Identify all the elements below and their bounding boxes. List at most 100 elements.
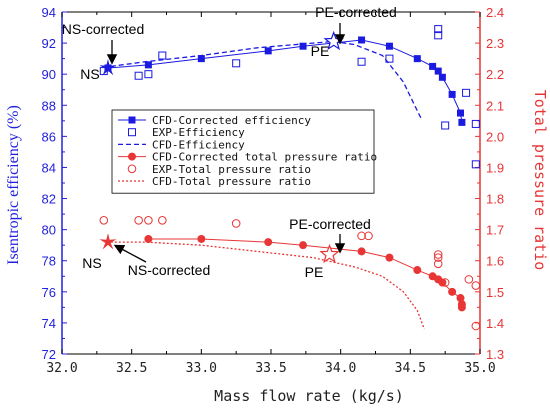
series-5 [110,241,425,330]
x-tick-label: 33.5 [255,361,286,376]
x-tick-label: 34.0 [325,361,356,376]
y-left-tick-label: 94 [42,5,56,20]
data-point-filled-square [264,47,272,55]
data-point-filled-square [458,118,466,126]
data-point-open-circle [433,253,443,262]
legend-label: CFD-Total pressure ratio [152,175,311,188]
data-point-filled-square [358,36,366,44]
data-point-filled-circle [457,303,466,312]
data-point-open-square [357,57,366,66]
y-right-tick-label: 2.0 [486,129,504,144]
data-point-filled-square [434,67,442,75]
data-point-open-square [471,119,480,128]
star-marker-filled [99,59,117,76]
legend-sample [128,128,136,137]
y-right-tick-label: 1.9 [486,160,504,175]
y-left-tick-label: 86 [42,129,56,144]
y-axis-left-label: Isentropic efficiency (%) [5,105,22,265]
data-point-open-circle [231,219,241,228]
series-layer [99,25,481,331]
x-tick-label: 32.0 [46,361,77,376]
data-point-open-circle [134,216,143,225]
legend-box [111,109,375,194]
data-point-filled-square [429,62,437,70]
data-point-open-square [441,121,450,130]
y-right-tick-label: 2.2 [486,67,504,82]
y-left-tick-label: 88 [42,98,56,113]
y-left-tick-label: 76 [42,285,56,300]
data-point-open-circle [127,164,137,174]
y-axis-right-label: Total pressure ratio [531,90,549,271]
legend-sample [118,116,146,124]
data-point-open-square [385,54,394,63]
annotation-label: NS-corrected [128,262,210,278]
data-point-open-circle [357,231,366,241]
data-point-filled-square [128,116,136,124]
annotation-label: PE [311,43,330,59]
y-right-tick-label: 1.5 [486,285,504,300]
annotation-layer: NS-corrected PE-corrected PE-corrected NS-c… [62,4,397,280]
data-point-filled-circle [438,278,447,287]
data-point-open-circle [440,278,450,287]
data-point-filled-square [448,90,456,98]
y-left-tick-label: 78 [42,254,56,269]
legend-label: CFD-Corrected total pressure ratio [152,151,377,164]
x-axis: 32.0 32.5 33.0 33.5 34.0 34.5 35.0 [46,12,496,376]
data-point-filled-circle [456,294,465,303]
annotation-label: NS [82,255,101,271]
data-point-open-circle [464,275,474,284]
x-axis-label: Mass flow rate (kg/s) [214,387,404,405]
y-right-tick-label: 1.6 [486,254,504,269]
x-tick-label: 35.0 [464,361,495,376]
legend-label: CFD-Efficiency [152,138,245,151]
data-point-filled-circle [144,234,153,243]
y-right-tick-label: 1.8 [486,192,504,207]
data-point-filled-square [385,42,393,50]
y-left-tick-label: 82 [42,192,56,207]
data-point-open-circle [364,231,373,241]
data-point-open-square [434,31,443,40]
data-point-open-square [128,128,136,137]
data-point-open-square [134,71,143,80]
data-point-filled-circle [448,287,457,296]
data-point-open-square [144,70,153,79]
legend-label: EXP-Efficiency [152,126,245,139]
data-point-filled-circle [128,152,136,161]
data-point-open-circle [471,321,481,331]
y-left-tick-label: 72 [42,347,56,362]
series-4 [99,216,481,331]
data-point-filled-square [456,109,464,117]
y-axis-left: 72 74 76 78 80 82 84 86 88 90 92 94 [42,5,67,362]
y-right-tick-label: 2.1 [486,98,504,113]
y-left-tick-label: 80 [42,223,56,238]
data-point-filled-square [197,55,205,63]
series-line [110,241,425,330]
legend-label: CFD-Corrected efficiency [152,114,311,127]
y-left-tick-label: 90 [42,67,56,82]
data-point-open-square [232,59,241,68]
x-tick-label: 34.5 [395,361,426,376]
series-1 [99,25,480,169]
annotation-label: PE [305,264,324,280]
annotation-arrow [113,244,147,263]
data-point-filled-circle [299,241,308,250]
annotation-label: NS [80,66,99,82]
annotation-label: PE-corrected [289,216,371,232]
data-point-filled-square [438,73,446,81]
y-left-tick-label: 92 [42,36,56,51]
data-point-filled-square [413,55,421,63]
star-marker-filled [99,233,117,250]
annotation-label: PE-corrected [315,4,397,20]
data-point-open-square [158,51,167,60]
x-tick-label: 33.0 [186,361,217,376]
y-axis-right: 1.3 1.4 1.5 1.6 1.7 1.8 1.9 2.0 2.1 2.2 2.3 2.4 [475,5,504,362]
legend: CFD-Corrected efficiencyEXP-EfficiencyCF… [111,109,377,194]
data-point-open-circle [144,216,153,225]
data-point-filled-circle [357,247,366,256]
legend-sample [127,164,137,174]
data-point-open-circle [433,259,443,269]
legend-label: EXP-Total pressure ratio [152,163,311,176]
data-point-filled-square [299,42,307,50]
data-point-filled-circle [197,234,206,243]
